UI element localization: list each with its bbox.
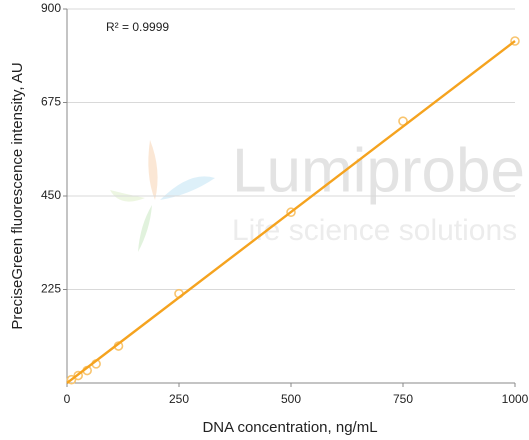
x-tick-label: 750 <box>393 392 413 406</box>
x-tick-label: 500 <box>281 392 301 406</box>
x-tick-label: 250 <box>169 392 189 406</box>
watermark-subtitle: Life science solutions <box>232 214 517 247</box>
watermark-title: Lumiprobe <box>232 136 525 205</box>
data-point <box>286 207 296 218</box>
y-tick-label: 675 <box>41 95 61 109</box>
x-tick-label: 1000 <box>502 392 529 406</box>
x-tick-label: 0 <box>64 392 71 406</box>
y-tick-label: 900 <box>41 1 61 15</box>
y-tick-label: 450 <box>41 188 61 202</box>
y-axis-label: PreciseGreen fluorescence intensity, AU <box>9 62 26 329</box>
y-tick-label: 225 <box>41 282 61 296</box>
fit-line <box>66 40 516 384</box>
watermark-logo <box>110 140 215 252</box>
data-point <box>66 374 77 385</box>
x-axis-label: DNA concentration, ng/mL <box>202 419 377 436</box>
annotation: R² = 0.9999 <box>106 20 169 34</box>
data-point <box>73 370 83 381</box>
data-point <box>510 36 520 46</box>
